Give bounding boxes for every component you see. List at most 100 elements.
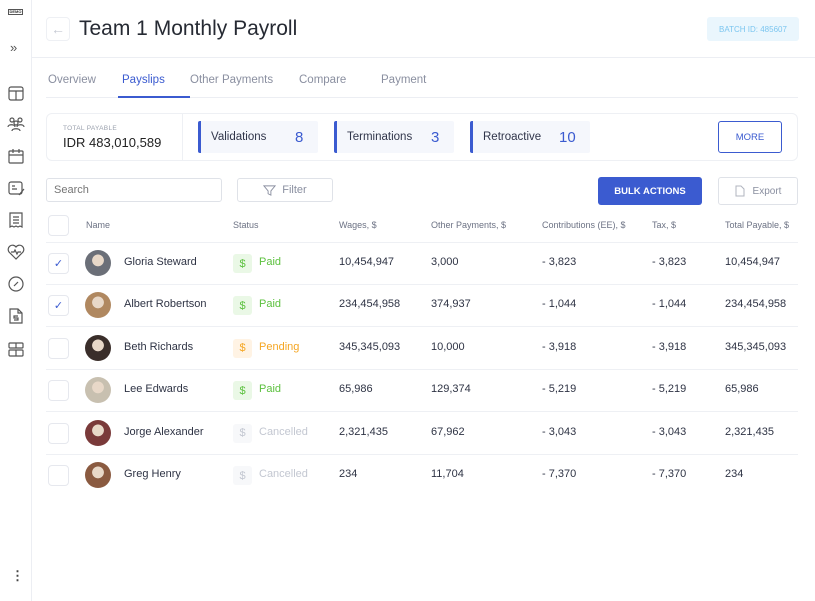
check-icon: ✓ <box>53 258 64 270</box>
bulk-actions-button[interactable]: BULK ACTIONS <box>598 177 702 205</box>
total-payable-label: TOTAL PAYABLE <box>63 125 117 132</box>
back-button[interactable]: ← <box>46 17 70 41</box>
tab-other-payments[interactable]: Other Payments <box>190 74 274 86</box>
contributions-cell: - 3,823 <box>542 256 577 268</box>
page-title: Team 1 Monthly Payroll <box>79 17 298 40</box>
heart-pulse-icon[interactable] <box>6 242 26 262</box>
other-payments-cell: 10,000 <box>431 340 465 353</box>
column-header[interactable]: Total Payable, $ <box>725 220 790 230</box>
dollar-icon: $ <box>233 254 252 273</box>
gauge-icon[interactable] <box>6 274 26 294</box>
wages-cell: 10,454,947 <box>339 256 395 268</box>
calendar-icon[interactable] <box>6 146 26 166</box>
tax-cell: - 1,044 <box>652 298 687 311</box>
dollar-icon: $ <box>233 423 252 443</box>
logo: DEMO <box>8 9 23 15</box>
retroactive-stat[interactable]: Retroactive 10 <box>470 121 590 153</box>
tax-cell: - 7,370 <box>652 468 687 480</box>
column-header[interactable]: Other Payments, $ <box>431 220 507 230</box>
other-payments-cell: 374,937 <box>431 298 471 311</box>
status-badge: Pending <box>259 340 300 353</box>
stat-value: 10 <box>559 128 576 146</box>
stat-label: Validations <box>211 131 267 143</box>
stat-value: 3 <box>431 128 440 146</box>
receipt-icon[interactable] <box>6 210 26 230</box>
wages-cell: 65,986 <box>339 383 373 396</box>
avatar <box>85 377 111 404</box>
employee-name[interactable]: Greg Henry <box>124 468 181 480</box>
contributions-cell: - 7,370 <box>542 468 577 480</box>
status-badge: Paid <box>259 383 282 396</box>
stat-label: Retroactive <box>483 131 542 143</box>
terminations-stat[interactable]: Terminations 3 <box>334 121 454 153</box>
batch-id-badge: BATCH ID: 485607 <box>707 17 799 41</box>
status-badge: Cancelled <box>259 468 308 480</box>
active-tab-indicator <box>118 96 190 98</box>
row-checkbox[interactable]: ✓ <box>48 295 69 317</box>
total-payable-cell: 234,454,958 <box>725 298 787 311</box>
total-payable-cell: 65,986 <box>725 383 759 396</box>
other-payments-cell: 3,000 <box>431 256 459 268</box>
grid-icon[interactable] <box>6 339 26 359</box>
employee-name[interactable]: Albert Robertson <box>124 298 207 311</box>
filter-button[interactable]: Filter <box>237 178 333 202</box>
tab-overview[interactable]: Overview <box>48 74 96 86</box>
tab-compare[interactable]: Compare <box>299 74 347 86</box>
other-payments-cell: 129,374 <box>431 383 471 396</box>
status-badge: Cancelled <box>259 425 308 438</box>
row-checkbox[interactable] <box>48 337 69 359</box>
employee-name[interactable]: Jorge Alexander <box>124 425 204 438</box>
column-header[interactable]: Tax, $ <box>652 220 677 230</box>
dollar-document-icon[interactable] <box>6 306 26 326</box>
status-badge: Paid <box>259 298 282 311</box>
validations-stat[interactable]: Validations 8 <box>198 121 318 153</box>
summary-card <box>46 113 798 161</box>
team-icon[interactable] <box>6 114 26 134</box>
row-checkbox[interactable]: ✓ <box>48 253 69 274</box>
column-header[interactable]: Name <box>86 220 111 230</box>
wages-cell: 234,454,958 <box>339 298 401 311</box>
dollar-icon: $ <box>233 466 252 485</box>
column-header[interactable]: Status <box>233 220 259 230</box>
contributions-cell: - 3,043 <box>542 425 577 438</box>
column-header[interactable]: Contributions (EE), $ <box>542 220 626 230</box>
avatar <box>85 292 111 319</box>
total-payable-cell: 2,321,435 <box>725 425 774 438</box>
export-button[interactable]: Export <box>718 177 798 205</box>
payslip-edit-icon[interactable] <box>6 178 26 198</box>
search-input[interactable] <box>46 178 222 202</box>
stat-label: Terminations <box>347 131 413 143</box>
employee-name[interactable]: Lee Edwards <box>124 383 189 396</box>
export-label: Export <box>752 185 782 197</box>
tab-payslips[interactable]: Payslips <box>122 74 165 86</box>
check-icon: ✓ <box>53 300 64 313</box>
employee-name[interactable]: Gloria Steward <box>124 256 197 268</box>
layout-icon[interactable] <box>6 83 26 103</box>
tax-cell: - 3,823 <box>652 256 687 268</box>
dollar-icon: $ <box>233 296 252 316</box>
row-checkbox[interactable] <box>48 465 69 486</box>
avatar <box>85 250 111 276</box>
avatar <box>85 334 111 361</box>
other-payments-cell: 67,962 <box>431 425 465 438</box>
employee-name[interactable]: Beth Richards <box>124 340 194 353</box>
vertical-dots-icon[interactable]: ⋮ <box>11 568 24 583</box>
tab-payment[interactable]: Payment <box>381 74 427 86</box>
wages-cell: 345,345,093 <box>339 340 401 353</box>
status-badge: Paid <box>259 256 282 268</box>
double-chevron-right-icon[interactable]: » <box>10 40 18 55</box>
sidebar: DEMO » ⋮ <box>0 0 32 601</box>
total-payable-cell: 345,345,093 <box>725 340 787 353</box>
arrow-left-icon: ← <box>51 21 65 37</box>
dollar-icon: $ <box>233 381 252 401</box>
more-button[interactable]: MORE <box>718 121 782 153</box>
select-all-checkbox[interactable] <box>48 215 69 236</box>
tax-cell: - 3,918 <box>652 340 687 353</box>
stat-value: 8 <box>295 128 304 146</box>
total-payable-cell: 10,454,947 <box>725 256 781 268</box>
row-checkbox[interactable] <box>48 422 69 444</box>
column-header[interactable]: Wages, $ <box>339 220 377 230</box>
contributions-cell: - 1,044 <box>542 298 577 311</box>
wages-cell: 2,321,435 <box>339 425 388 438</box>
row-checkbox[interactable] <box>48 380 69 402</box>
